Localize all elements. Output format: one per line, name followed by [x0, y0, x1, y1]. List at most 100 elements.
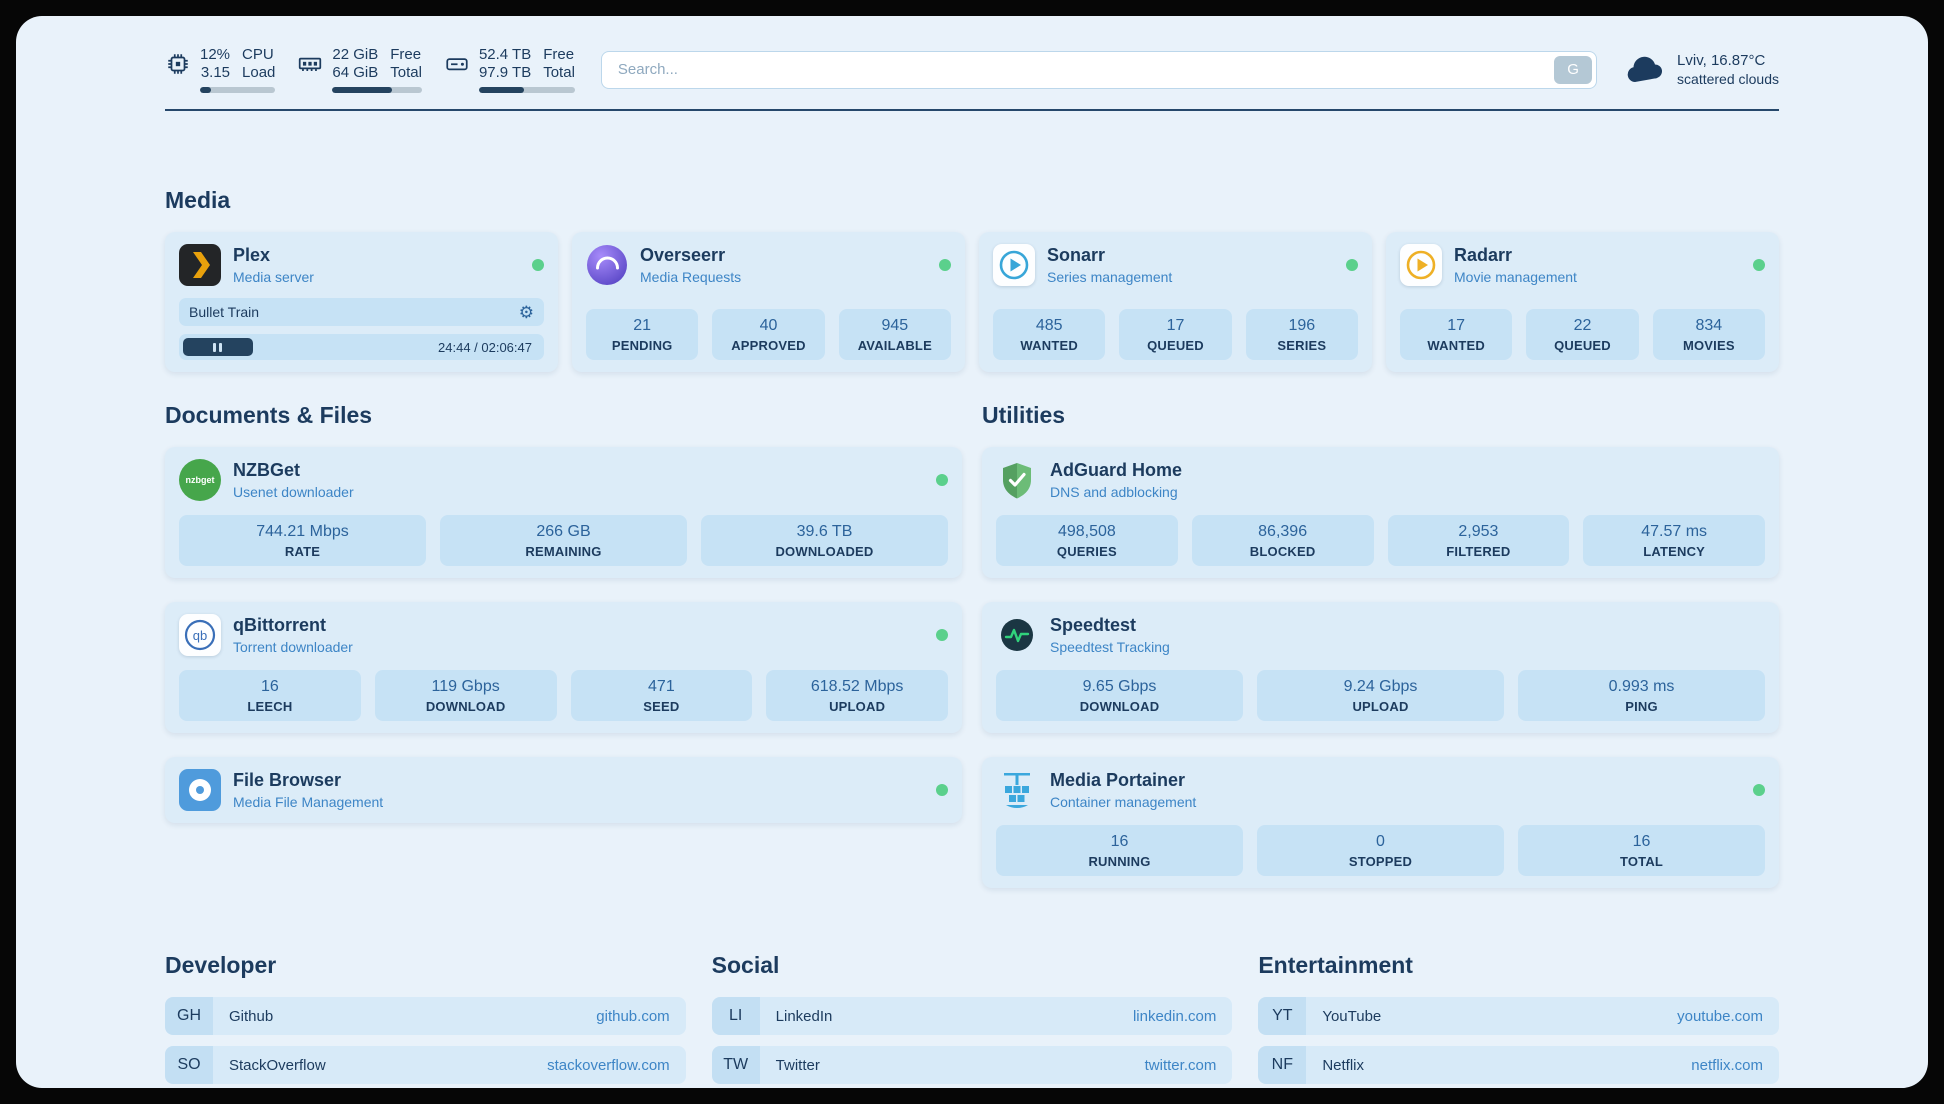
nzbget-icon: nzbget [179, 459, 221, 501]
service-description: Torrent downloader [233, 638, 353, 655]
service-card-plex[interactable]: Plex Media server Bullet Train ⚙ [165, 232, 558, 372]
service-header: Speedtest Speedtest Tracking [996, 614, 1765, 656]
stat-label: DOWNLOAD [425, 699, 506, 714]
bookmark-group-social: Social LI LinkedIn linkedin.com TW Twitt… [711, 952, 1233, 1084]
stat-value: 196 [1288, 317, 1316, 334]
bookmark-twitter[interactable]: TW Twitter twitter.com [711, 1046, 1233, 1084]
stat-filtered: 2,953 FILTERED [1387, 515, 1570, 566]
service-header: AdGuard Home DNS and adblocking [996, 459, 1765, 501]
stat-ping: 0.993 ms PING [1518, 670, 1765, 721]
weather-text: Lviv, 16.87°C scattered clouds [1677, 52, 1779, 87]
service-card-overseerr[interactable]: Overseerr Media Requests 21 PENDING 40 A… [572, 232, 965, 372]
stat-value: 86,396 [1258, 523, 1308, 540]
service-card-sonarr[interactable]: Sonarr Series management 485 WANTED 17 Q… [979, 232, 1372, 372]
bookmark-youtube[interactable]: YT YouTube youtube.com [1258, 997, 1779, 1035]
gear-icon[interactable]: ⚙ [518, 302, 534, 322]
service-card-filebrowser[interactable]: File Browser Media File Management [165, 757, 962, 823]
service-name: Media Portainer [1050, 770, 1186, 791]
service-name: NZBGet [233, 460, 300, 481]
service-titles: Overseerr Media Requests [640, 245, 741, 285]
service-stats: 16 LEECH 119 Gbps DOWNLOAD 471 SEED [179, 670, 948, 721]
section-title-developer: Developer [165, 952, 277, 978]
section-title-social: Social [711, 952, 780, 978]
disk-progress-bar [478, 87, 575, 93]
cloud-icon [1623, 54, 1667, 86]
stat-label: PING [1625, 699, 1658, 714]
service-header: Radarr Movie management [1400, 244, 1765, 286]
plex-icon [179, 244, 221, 286]
qbittorrent-icon: qb [179, 614, 221, 656]
stat-upload: 618.52 Mbps UPLOAD [766, 670, 948, 721]
stat-value: 834 [1695, 317, 1723, 334]
service-card-adguard[interactable]: AdGuard Home DNS and adblocking 498,508 … [982, 447, 1779, 578]
stat-value: 0 [1376, 833, 1385, 850]
service-stats: 21 PENDING 40 APPROVED 945 AVAILABLE [586, 295, 951, 360]
service-header: File Browser Media File Management [179, 769, 948, 811]
stat-label: DOWNLOAD [1079, 699, 1160, 714]
stat-value: 9.65 Gbps [1082, 678, 1157, 695]
service-titles: AdGuard Home DNS and adblocking [1050, 460, 1182, 500]
bookmark-abbr: YT [1258, 997, 1307, 1035]
stat-label: SEED [643, 699, 680, 714]
bookmark-name: Netflix [1322, 1056, 1365, 1074]
bookmark-list: YT YouTube youtube.com NF Netflix netfli… [1258, 997, 1779, 1088]
playback-progress-bar[interactable]: 24:44 / 02:06:47 [179, 334, 544, 360]
dashboard-page: 12% CPU 3.15 Load [16, 16, 1928, 1088]
disk-progress-fill [478, 87, 525, 93]
bookmark-github[interactable]: GH Github github.com [165, 997, 686, 1035]
top-bar: 12% CPU 3.15 Load [165, 46, 1779, 93]
bookmark-netflix[interactable]: NF Netflix netflix.com [1258, 1046, 1779, 1084]
bookmark-url: stackoverflow.com [547, 1056, 670, 1074]
stat-label: FILTERED [1446, 544, 1511, 559]
now-playing-bar: Bullet Train ⚙ [179, 298, 544, 326]
cpu-load-value: 3.15 [200, 64, 231, 81]
service-titles: Radarr Movie management [1454, 245, 1577, 285]
section-title-utilities: Utilities [982, 402, 1066, 428]
service-stats: 16 RUNNING 0 STOPPED 16 TOTAL [996, 825, 1765, 876]
service-description: Speedtest Tracking [1050, 638, 1170, 655]
stat-remaining: 266 GB REMAINING [440, 515, 687, 566]
search-input[interactable] [600, 50, 1598, 89]
stat-value: 471 [648, 678, 675, 695]
service-card-nzbget[interactable]: nzbget NZBGet Usenet downloader 744.21 M… [165, 447, 962, 578]
stat-value: 39.6 TB [796, 523, 853, 540]
search-provider-button[interactable]: G [1554, 55, 1593, 84]
stat-value: 0.993 ms [1608, 678, 1675, 695]
disk-total-label: Total [543, 64, 575, 81]
stat-label: QUERIES [1056, 544, 1117, 559]
stat-label: TOTAL [1619, 854, 1664, 869]
service-card-qbittorrent[interactable]: qb qBittorrent Torrent downloader [165, 602, 962, 733]
service-description: Usenet downloader [233, 483, 354, 500]
cpu-stats: 12% CPU 3.15 Load [200, 46, 276, 93]
stat-label: MOVIES [1682, 338, 1735, 353]
disk-free-label: Free [543, 46, 575, 63]
bookmark-linkedin[interactable]: LI LinkedIn linkedin.com [711, 997, 1233, 1035]
memory-icon [297, 51, 323, 77]
service-header: qb qBittorrent Torrent downloader [179, 614, 948, 656]
service-card-speedtest[interactable]: Speedtest Speedtest Tracking 9.65 Gbps D… [982, 602, 1779, 733]
service-description: Media File Management [233, 793, 384, 810]
bookmark-name: StackOverflow [229, 1056, 326, 1074]
cpu-percent: 12% [200, 46, 231, 63]
stat-label: LEECH [247, 699, 293, 714]
stat-label: STOPPED [1348, 854, 1413, 869]
status-dot [532, 259, 544, 271]
bookmark-stackoverflow[interactable]: SO StackOverflow stackoverflow.com [165, 1046, 686, 1084]
stat-label: REMAINING [525, 544, 602, 559]
filebrowser-icon [179, 769, 221, 811]
service-card-radarr[interactable]: Radarr Movie management 17 WANTED 22 QUE… [1386, 232, 1779, 372]
service-stats: 17 WANTED 22 QUEUED 834 MOVIES [1400, 295, 1765, 360]
stat-downloaded: 39.6 TB DOWNLOADED [701, 515, 948, 566]
service-card-portainer[interactable]: Media Portainer Container management 16 … [982, 757, 1779, 888]
memory-progress-bar [332, 87, 422, 93]
adguard-icon [996, 459, 1038, 501]
stat-value: 40 [759, 317, 778, 334]
stat-value: 22 [1573, 317, 1592, 334]
bookmark-list: GH Github github.com SO StackOverflow st… [165, 997, 686, 1088]
service-titles: Speedtest Speedtest Tracking [1050, 615, 1170, 655]
service-name: Radarr [1454, 245, 1513, 266]
cpu-widget: 12% CPU 3.15 Load [165, 46, 276, 93]
stat-wanted: 17 WANTED [1400, 309, 1513, 360]
service-description: Media server [233, 268, 314, 285]
service-stats: 9.65 Gbps DOWNLOAD 9.24 Gbps UPLOAD 0.99… [996, 670, 1765, 721]
